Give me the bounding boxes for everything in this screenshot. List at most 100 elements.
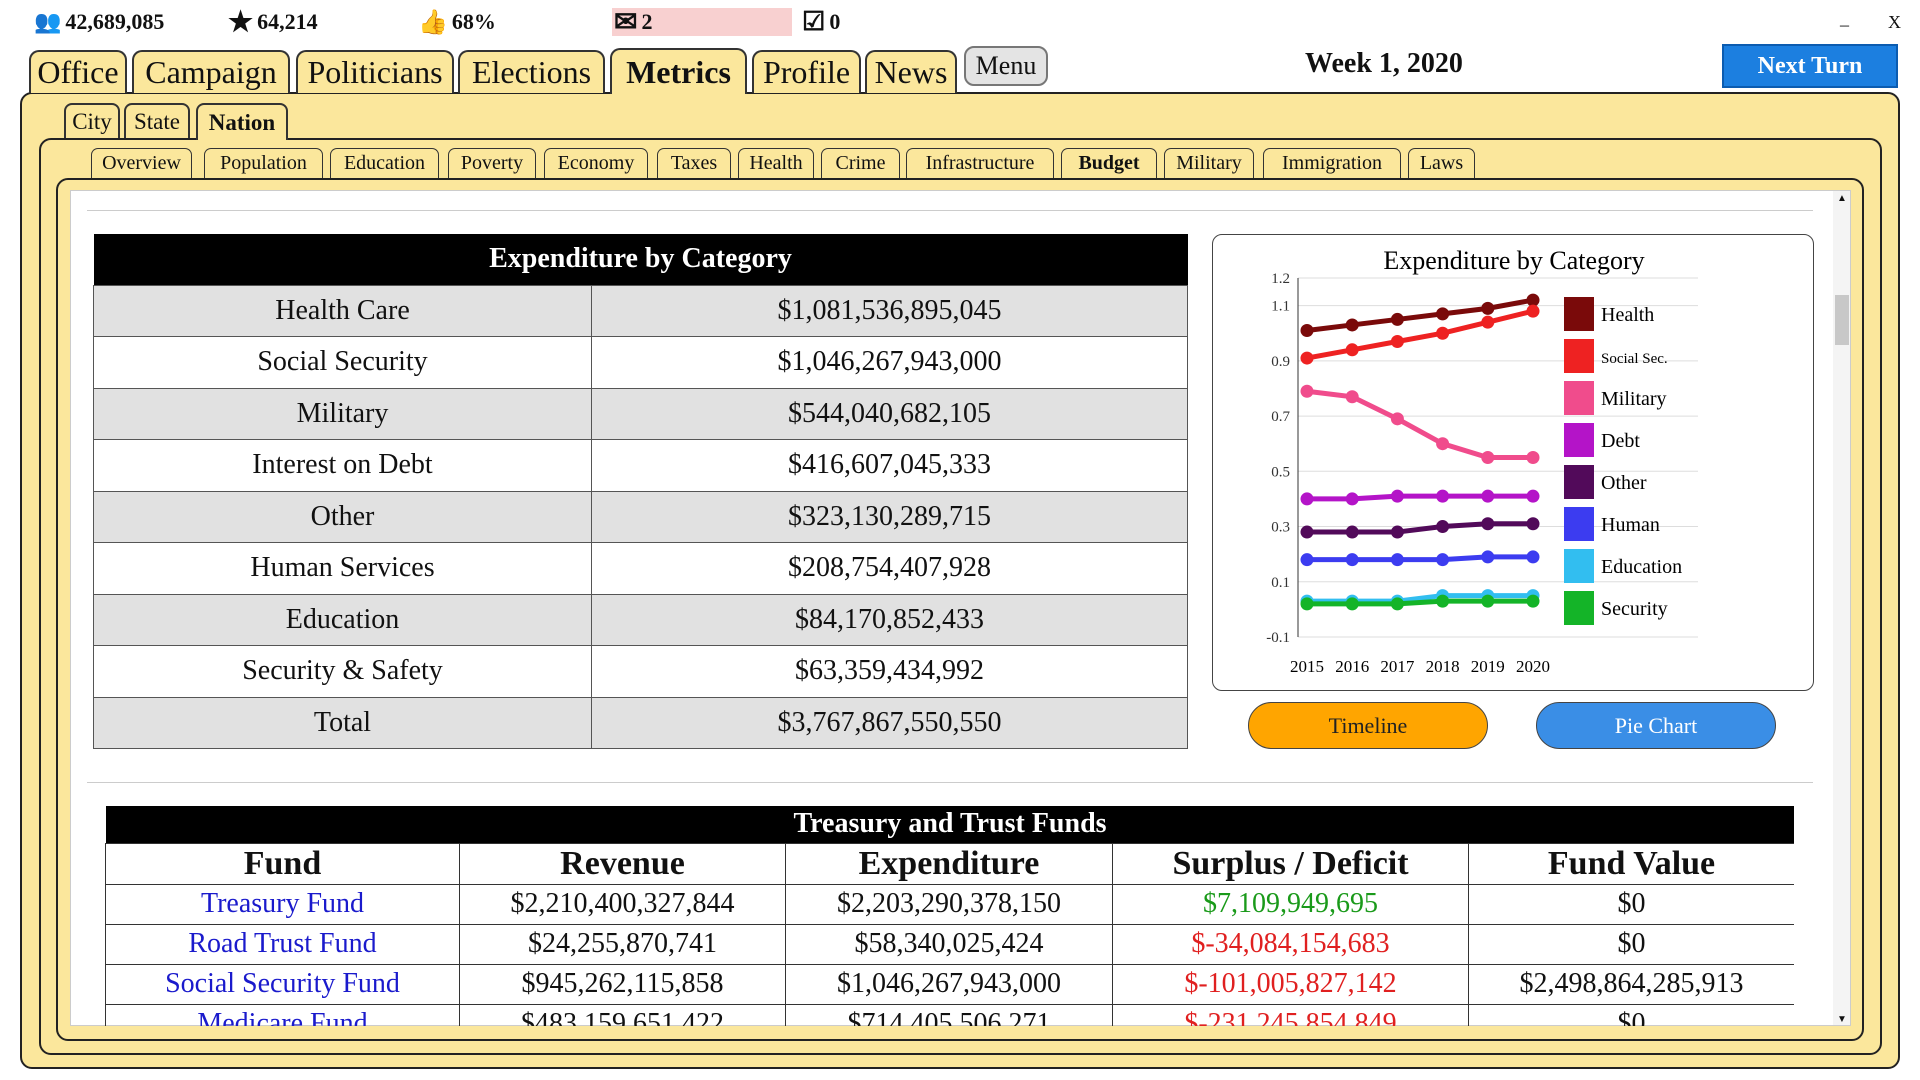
data-point [1345,553,1359,567]
tab-taxes[interactable]: Taxes [657,148,731,178]
tab-budget[interactable]: Budget [1061,148,1157,178]
data-point [1300,384,1314,398]
fund-revenue: $945,262,115,858 [459,963,786,1005]
y-tick-label: 1.1 [1271,299,1290,315]
pie-chart-button[interactable]: Pie Chart [1536,702,1776,749]
fund-row: Social Security Fund $945,262,115,858 $1,0… [105,963,1794,1005]
legend-swatch [1564,381,1594,415]
x-tick-label: 2017 [1380,657,1415,676]
fund-value: $0 [1467,923,1794,965]
scrollbar[interactable]: ▲ ▼ [1833,191,1850,1025]
y-tick-label: 0.5 [1271,464,1290,480]
tab-health[interactable]: Health [738,148,814,178]
tab-crime[interactable]: Crime [821,148,900,178]
tab-profile[interactable]: Profile [752,50,861,93]
series-line [1307,593,1533,604]
tab-office[interactable]: Office [29,50,127,93]
x-tick-label: 2020 [1516,657,1550,676]
legend-label: Social Sec. [1601,351,1668,367]
tab-immigration[interactable]: Immigration [1263,148,1401,178]
tab-economy[interactable]: Economy [544,148,648,178]
series-social-sec [1300,304,1540,365]
expenditure-row: Education $84,170,852,433 [93,593,1188,646]
category-amount: $84,170,852,433 [591,593,1188,646]
category-name: Security & Safety [93,645,592,698]
tab-population[interactable]: Population [204,148,323,178]
tab-nation[interactable]: Nation [196,103,288,140]
series-line [1307,598,1533,607]
data-point [1390,489,1404,503]
close-button[interactable]: X [1888,12,1901,32]
legend-label: Security [1601,598,1668,620]
data-point [1345,390,1359,404]
week-label: Week 1, 2020 [1305,48,1463,79]
tab-news[interactable]: News [865,50,957,93]
expenditure-row: Other $323,130,289,715 [93,490,1188,543]
series-line [1306,297,1534,333]
fund-surplus-deficit: $-34,084,154,683 [1112,923,1469,965]
tab-military[interactable]: Military [1164,148,1254,178]
scrollbar-thumb[interactable] [1835,295,1849,345]
data-point [1345,343,1359,357]
data-point [1526,451,1540,464]
expenditure-table: Expenditure by Category Health Care $1,08… [93,234,1188,749]
data-point [1436,437,1450,451]
tab-overview[interactable]: Overview [91,148,192,178]
series-other [1300,517,1540,539]
fund-name-link[interactable]: Road Trust Fund [105,923,460,965]
tab-state[interactable]: State [124,103,190,138]
data-point [1436,326,1450,340]
legend-swatch [1564,507,1594,541]
next-turn-button[interactable]: Next Turn [1722,44,1898,88]
menu-button[interactable]: Menu [964,46,1048,86]
fund-surplus-deficit: $-231,245,854,849 [1112,1003,1469,1026]
tasks-stat[interactable]: ☑ 0 [802,7,841,36]
legend-swatch [1564,465,1594,499]
tab-education[interactable]: Education [330,148,439,178]
category-amount: $416,607,045,333 [591,439,1188,492]
data-point [1345,597,1359,611]
minimize-button[interactable]: _ [1840,8,1849,28]
data-point [1390,525,1404,539]
category-amount: $323,130,289,715 [591,490,1188,543]
series-security [1300,594,1540,611]
legend-label: Health [1601,304,1654,326]
data-point [1436,489,1450,503]
series-line [1307,521,1533,535]
category-amount: $63,359,434,992 [591,645,1188,698]
legend-swatch [1564,423,1594,457]
tab-infrastructure[interactable]: Infrastructure [906,148,1054,178]
envelope-icon: ✉ [614,7,638,38]
data-point [1300,323,1314,337]
tab-politicians[interactable]: Politicians [296,50,454,93]
tab-metrics[interactable]: Metrics [610,48,747,94]
messages-button[interactable]: ✉ 2 [612,7,792,38]
data-point [1481,517,1495,531]
population-stat: 👥 42,689,085 [34,9,165,34]
series-human [1300,550,1540,567]
fund-expenditure: $58,340,025,424 [785,923,1113,965]
fund-name-link[interactable]: Social Security Fund [105,963,460,1005]
fund-name-link[interactable]: Medicare Fund [105,1003,460,1026]
fund-expenditure: $1,046,267,943,000 [785,963,1113,1005]
category-amount: $208,754,407,928 [591,542,1188,595]
category-name: Total [93,696,592,749]
expenditure-row: Security & Safety $63,359,434,992 [93,645,1188,698]
data-point [1345,525,1359,539]
y-tick-label: 0.3 [1271,520,1290,536]
timeline-button[interactable]: Timeline [1248,702,1488,749]
legend-swatch [1564,549,1594,583]
x-tick-label: 2015 [1290,657,1324,676]
legend-label: Military [1601,388,1667,410]
tab-laws[interactable]: Laws [1408,148,1475,178]
tab-city[interactable]: City [64,103,120,138]
treasury-wrapper: Treasury and Trust Funds Fund Revenue Expe… [105,806,1794,1026]
y-tick-label: -0.1 [1266,630,1290,646]
tab-poverty[interactable]: Poverty [448,148,536,178]
tab-campaign[interactable]: Campaign [132,50,290,93]
data-point [1481,594,1495,608]
tab-elections[interactable]: Elections [458,50,605,93]
chart-card: Expenditure by Category 1.2 1.1 0.9 0.7 0.5 0.… [1212,234,1814,691]
divider [87,782,1813,783]
fund-name-link[interactable]: Treasury Fund [105,883,460,925]
